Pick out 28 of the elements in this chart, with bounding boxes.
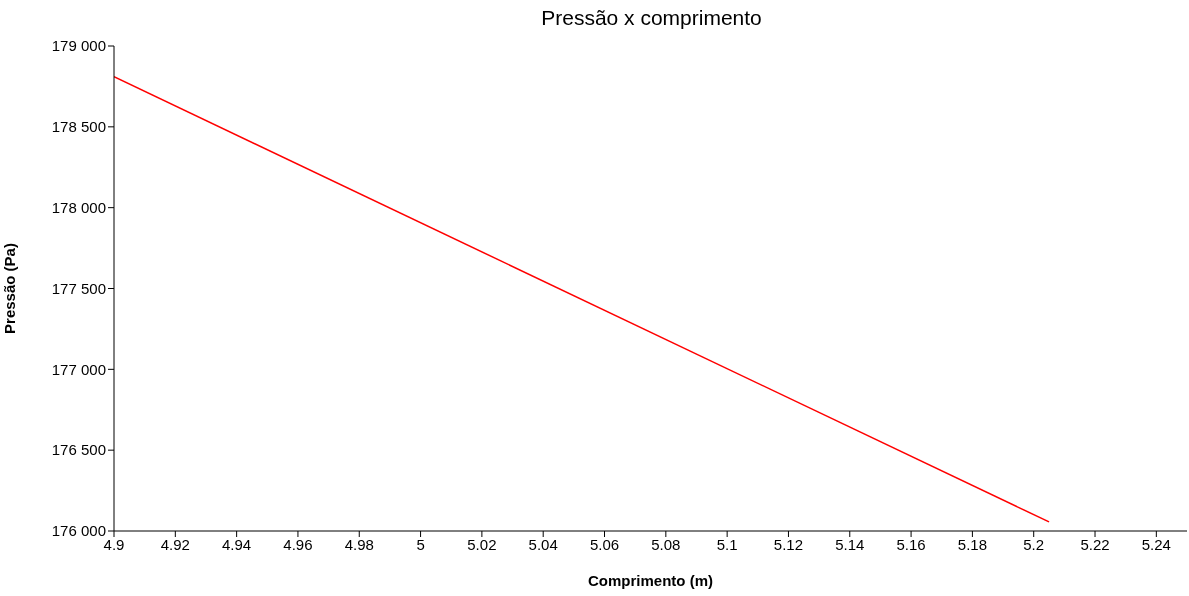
x-tick-label: 5.08 (651, 535, 681, 553)
x-tick-label: 5.1 (716, 535, 738, 553)
x-tick-label: 5.22 (1080, 535, 1110, 553)
x-tick-label: 4.98 (344, 535, 374, 553)
x-tick-label: 5.18 (957, 535, 987, 553)
y-axis-title: Pressão (Pa) (1, 243, 19, 334)
x-axis-title: Comprimento (m) (588, 572, 713, 589)
y-tick-label: 177 500 (51, 279, 106, 297)
chart-title: Pressão x comprimento (540, 6, 763, 30)
y-tick-label: 176 000 (51, 522, 106, 540)
y-tick-label: 178 500 (51, 118, 106, 136)
x-tick-label: 4.92 (160, 535, 190, 553)
x-tick-label: 5.14 (835, 535, 865, 553)
x-tick-label: 4.9 (103, 535, 125, 553)
x-tick-label: 5.02 (467, 535, 497, 553)
x-tick-label: 5.2 (1023, 535, 1045, 553)
x-tick-label: 5 (416, 535, 425, 553)
x-tick-label: 5.16 (896, 535, 926, 553)
x-tick-label: 5.04 (528, 535, 558, 553)
x-tick-label: 5.12 (773, 535, 804, 553)
y-tick-label: 178 000 (51, 198, 106, 216)
x-tick-label: 4.96 (283, 535, 313, 553)
x-tick-label: 5.24 (1141, 535, 1171, 553)
x-tick-label: 5.06 (589, 535, 620, 553)
y-tick-label: 176 500 (51, 441, 106, 459)
y-tick-label: 179 000 (51, 37, 106, 55)
y-tick-label: 177 000 (51, 360, 106, 378)
x-tick-label: 4.94 (222, 535, 252, 553)
